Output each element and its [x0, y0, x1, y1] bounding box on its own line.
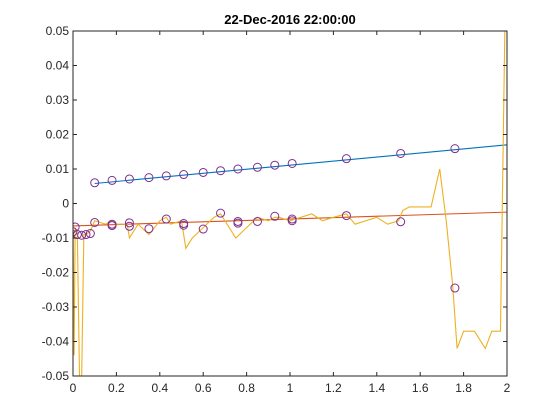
data-point — [81, 230, 91, 240]
y-tick-label: -0.04 — [42, 335, 70, 349]
data-point — [198, 224, 208, 234]
y-tick-label: -0.03 — [42, 300, 70, 314]
data-point — [216, 166, 226, 176]
data-point — [124, 218, 134, 228]
data-point — [124, 221, 134, 231]
x-tick-label: 1.2 — [325, 381, 342, 395]
y-tick-label: 0 — [62, 197, 69, 211]
data-point — [90, 217, 100, 227]
data-point — [270, 160, 280, 170]
data-point — [179, 220, 189, 230]
data-point — [144, 224, 154, 234]
data-point — [450, 144, 460, 154]
series-line-2 — [73, 31, 506, 376]
y-tick-label: 0.04 — [46, 59, 70, 73]
data-point — [73, 227, 78, 237]
data-point — [287, 216, 297, 226]
data-point — [341, 154, 351, 164]
data-point — [161, 214, 171, 224]
data-point — [107, 175, 117, 185]
data-point — [216, 208, 226, 218]
axis-layer: 0 0.2 0.4 0.6 0.8 1 1.2 1.4 1.6 1.8 2 -0.05 -0.04 -0.… — [42, 24, 511, 395]
series-line-0 — [94, 144, 507, 185]
data-point — [450, 283, 460, 293]
x-tick-label: 0.4 — [151, 381, 168, 395]
y-tick-label: -0.02 — [42, 266, 70, 280]
y-tick-label: 0.03 — [46, 93, 70, 107]
series-line-1 — [73, 211, 507, 227]
data-point — [179, 170, 189, 180]
data-point — [233, 164, 243, 174]
y-tick-label: 0.05 — [46, 24, 70, 38]
data-point — [124, 174, 134, 184]
y-tick-label: -0.05 — [42, 369, 70, 383]
data-point — [396, 217, 406, 227]
data-point — [270, 211, 280, 221]
x-tick-label: 1.4 — [368, 381, 385, 395]
data-point — [90, 178, 100, 188]
x-tick-label: 1.6 — [412, 381, 429, 395]
data-point — [107, 221, 117, 231]
x-tick-label: 1.8 — [455, 381, 472, 395]
data-point — [233, 218, 243, 228]
x-tick-label: 0.2 — [108, 381, 125, 395]
x-tick-label: 2 — [504, 381, 511, 395]
data-point — [85, 229, 95, 239]
data-point — [144, 173, 154, 183]
x-tick-label: 0.8 — [238, 381, 255, 395]
data-point — [341, 211, 351, 221]
data-point — [252, 162, 262, 172]
y-tick-label: -0.01 — [42, 231, 70, 245]
y-tick-label: 0.02 — [46, 128, 70, 142]
x-tick-label: 1 — [287, 381, 294, 395]
data-point — [396, 148, 406, 158]
series-layer — [73, 31, 507, 376]
data-point — [287, 158, 297, 168]
chart-title: 22-Dec-2016 22:00:00 — [224, 12, 356, 27]
data-point — [252, 216, 262, 226]
x-tick-label: 0 — [70, 381, 77, 395]
data-point — [198, 167, 208, 177]
y-tick-label: 0.01 — [46, 162, 70, 176]
x-tick-label: 0.6 — [195, 381, 212, 395]
data-point — [77, 230, 87, 240]
data-point — [161, 171, 171, 181]
plot-area — [73, 31, 507, 376]
